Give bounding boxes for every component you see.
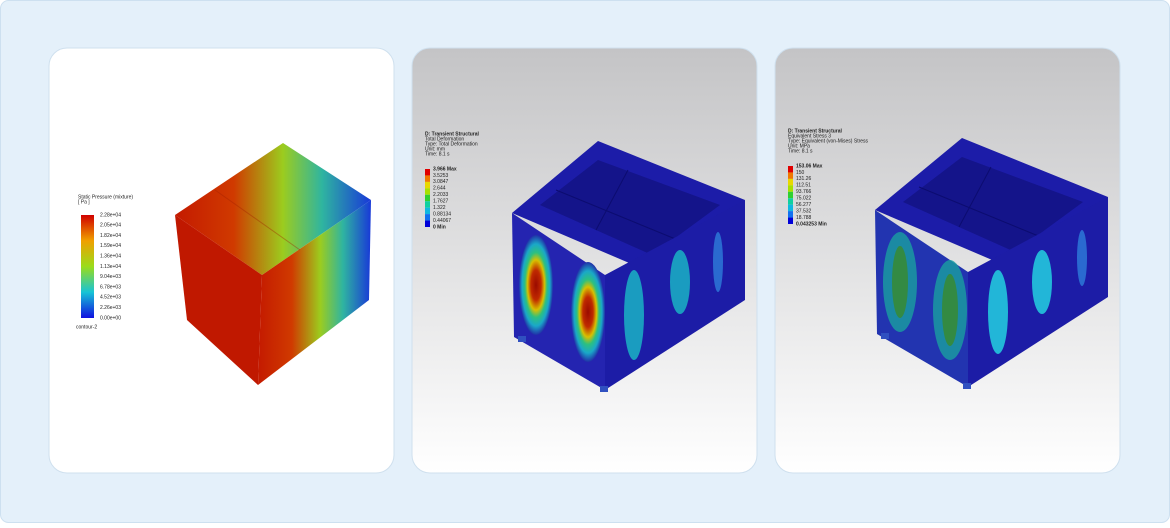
color-band bbox=[788, 166, 793, 173]
color-band bbox=[788, 204, 793, 212]
color-band bbox=[788, 198, 793, 205]
color-band bbox=[788, 211, 793, 218]
legend-footer: contour-2 bbox=[76, 324, 97, 330]
legend-title: D: Transient Structural bbox=[425, 131, 480, 137]
color-band bbox=[788, 178, 793, 186]
legend-label: 0.043253 Min bbox=[796, 221, 827, 227]
color-band bbox=[425, 214, 430, 221]
legend-label: 93.766 bbox=[796, 189, 812, 195]
legend-label: 75.022 bbox=[796, 196, 812, 202]
color-band bbox=[425, 201, 430, 208]
legend-title: D: Transient Structural bbox=[788, 128, 843, 134]
color-band bbox=[425, 194, 430, 202]
deformation-tank bbox=[512, 141, 745, 392]
legend-label: 18.788 bbox=[796, 215, 812, 221]
legend-label: 37.532 bbox=[796, 208, 812, 214]
legend-label: 112.51 bbox=[796, 183, 811, 189]
legend-label: 0.00e+00 bbox=[100, 315, 121, 321]
legend-label: 1.13e+04 bbox=[100, 264, 121, 270]
legend-label: 1.59e+04 bbox=[100, 243, 121, 249]
legend-label: 150 bbox=[796, 170, 805, 176]
legend-label: 3.966 Max bbox=[433, 166, 457, 172]
color-band bbox=[788, 217, 793, 224]
legend-label: 56.277 bbox=[796, 202, 812, 208]
legend-title: [ Pa ] bbox=[78, 199, 90, 205]
card bbox=[411, 47, 758, 474]
legend-label: 2.05e+04 bbox=[100, 223, 121, 229]
legend-label: 153.06 Max bbox=[796, 163, 823, 169]
legend-title: Time: 8.1 s bbox=[788, 148, 813, 154]
legend-label: 0.88134 bbox=[433, 211, 451, 217]
legend-title: Time: 8.1 s bbox=[425, 151, 450, 157]
legend-title: Type: Total Deformation bbox=[425, 141, 478, 147]
legend-title: Type: Equivalent (von-Mises) Stress bbox=[788, 138, 869, 144]
legend-title: Static Pressure (mixture) bbox=[78, 194, 133, 200]
color-band bbox=[425, 220, 430, 227]
legend-label: 3.5253 bbox=[433, 173, 449, 179]
color-band bbox=[425, 169, 430, 176]
color-band bbox=[425, 207, 430, 215]
legend-label: 0.44067 bbox=[433, 218, 451, 224]
legend-label: 1.7627 bbox=[433, 199, 449, 205]
pressure-cube bbox=[175, 143, 371, 385]
legend-label: 4.52e+03 bbox=[100, 295, 121, 301]
legend-label: 3.0847 bbox=[433, 179, 449, 185]
legend-label: 131.26 bbox=[796, 176, 812, 182]
legend-label: 6.78e+03 bbox=[100, 284, 121, 290]
legend-title: Equivalent Stress 3 bbox=[788, 133, 831, 139]
legend-label: 2.28e+04 bbox=[100, 212, 121, 218]
legend-title: Total Deformation bbox=[425, 136, 464, 142]
legend-label: 1.82e+04 bbox=[100, 233, 121, 239]
legend-label: 1.36e+04 bbox=[100, 254, 121, 260]
legend-label: 0 Min bbox=[433, 224, 446, 230]
stress-tank bbox=[875, 138, 1108, 389]
color-band bbox=[425, 175, 430, 182]
color-band bbox=[425, 181, 430, 189]
color-band bbox=[788, 172, 793, 179]
legend-title: Unit: mm bbox=[425, 146, 445, 152]
color-bar bbox=[81, 215, 94, 318]
color-band bbox=[788, 185, 793, 192]
legend-label: 2.26e+03 bbox=[100, 305, 121, 311]
legend-label: 1.322 bbox=[433, 205, 446, 211]
legend-label: 9.04e+03 bbox=[100, 274, 121, 280]
legend-label: 2.2033 bbox=[433, 192, 449, 198]
legend-label: 2.644 bbox=[433, 186, 446, 192]
legend-title: Unit: MPa bbox=[788, 143, 810, 149]
color-band bbox=[425, 188, 430, 195]
color-band bbox=[788, 191, 793, 199]
